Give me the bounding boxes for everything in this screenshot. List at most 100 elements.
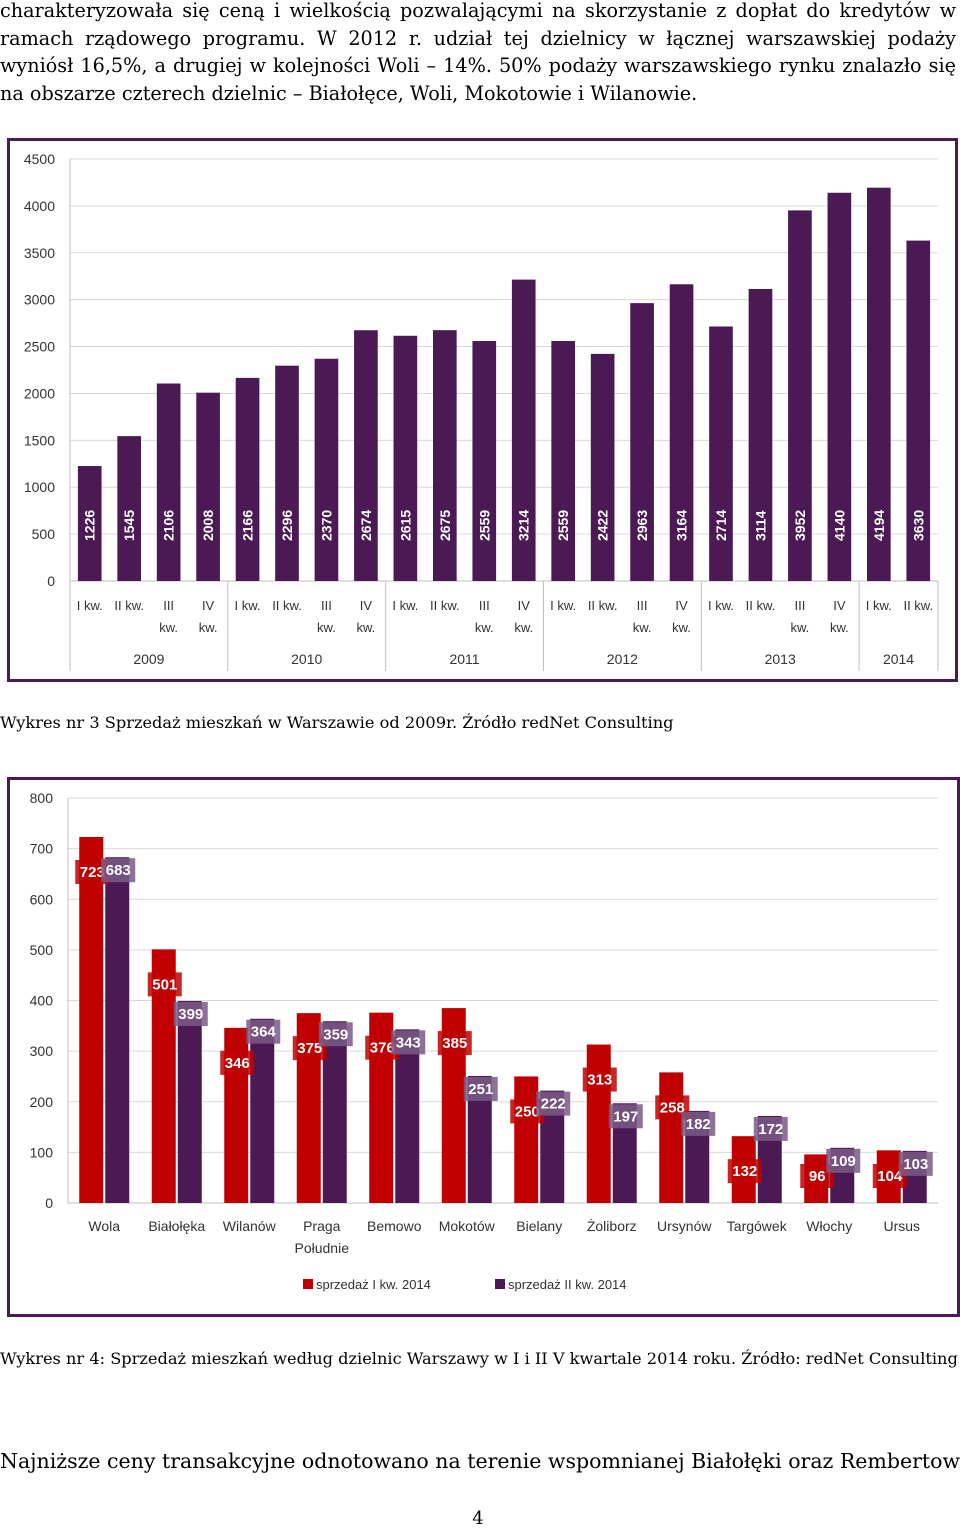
- year-label: 2009: [133, 651, 164, 667]
- data-label-bg-q1: [437, 1031, 472, 1056]
- y-tick-label: 300: [30, 1043, 54, 1059]
- y-tick-label: 1500: [24, 432, 55, 448]
- x-tick-label: kw.: [830, 620, 849, 635]
- x-tick-label: IV: [675, 598, 688, 613]
- data-label-bg-q2: [536, 1091, 571, 1116]
- x-tick-label: kw.: [514, 620, 533, 635]
- y-tick-label: 400: [30, 993, 54, 1009]
- data-label-q2: 103: [903, 1156, 928, 1173]
- x-tick-label: I kw.: [708, 598, 734, 613]
- data-label-q1: 258: [660, 1099, 685, 1116]
- x-tick-label: kw.: [159, 620, 178, 635]
- data-label: 2106: [161, 510, 177, 541]
- y-tick-label: 0: [47, 573, 55, 589]
- chart-sales-by-district: 0 100 200 300 400 500 600 700 800 723 683 Wola 501 39…: [7, 777, 960, 1317]
- chart-frame: [7, 777, 960, 1317]
- data-label: 4140: [831, 510, 847, 541]
- y-tick-label: 600: [30, 891, 54, 907]
- data-label-q2: 343: [396, 1034, 421, 1051]
- data-label-q2: 182: [686, 1116, 711, 1133]
- data-label: 2675: [437, 510, 453, 541]
- x-tick-label: kw.: [633, 620, 652, 635]
- y-tick-label: 4500: [24, 151, 55, 167]
- data-label: 2714: [713, 510, 729, 541]
- data-label: 1545: [121, 510, 137, 541]
- x-tick-label: Południe: [295, 1240, 350, 1256]
- data-label-q1: 375: [297, 1040, 322, 1057]
- bar: [235, 377, 260, 581]
- data-label: 2008: [200, 510, 216, 541]
- y-tick-label: 2000: [24, 385, 55, 401]
- data-label-q1: 501: [152, 976, 177, 993]
- bar-q2: [250, 1018, 275, 1203]
- x-tick-label: II kw.: [903, 598, 933, 613]
- bar-q1: [79, 836, 104, 1203]
- bar: [866, 187, 891, 582]
- data-label-bg-q1: [582, 1067, 617, 1092]
- x-tick-label: I kw.: [392, 598, 418, 613]
- y-tick-label: 800: [30, 790, 54, 806]
- data-label-q1: 376: [370, 1040, 395, 1057]
- x-tick-label: II kw.: [272, 598, 302, 613]
- bar: [590, 353, 615, 581]
- y-tick-label: 500: [32, 526, 56, 542]
- data-label: 4194: [871, 510, 887, 541]
- bar: [709, 326, 733, 581]
- data-label: 2559: [476, 510, 492, 541]
- x-tick-label: III: [321, 598, 332, 613]
- data-label-q1: 723: [80, 864, 105, 881]
- bar-q2: [177, 1001, 202, 1203]
- intro-paragraph: charakteryzowała się ceną i wielkością p…: [0, 0, 956, 105]
- x-tick-label: kw.: [357, 620, 376, 635]
- x-tick-label: kw.: [199, 620, 218, 635]
- bar: [551, 341, 576, 581]
- x-tick-label: kw.: [672, 620, 691, 635]
- x-tick-label: II kw.: [430, 598, 460, 613]
- data-label: 2674: [358, 510, 374, 541]
- data-label-q2: 172: [758, 1121, 783, 1138]
- caption-chart-3: Wykres nr 3 Sprzedaż mieszkań w Warszawi…: [0, 713, 674, 732]
- data-label: 1226: [82, 510, 98, 541]
- y-tick-label: 3000: [24, 292, 55, 308]
- page-number: 4: [472, 1508, 484, 1529]
- x-tick-label: Bielany: [516, 1218, 562, 1234]
- x-tick-label: III: [479, 598, 490, 613]
- data-label-bg-q2: [101, 858, 136, 883]
- caption-chart-4: Wykres nr 4: Sprzedaż mieszkań według dz…: [0, 1349, 958, 1368]
- year-label: 2012: [607, 651, 638, 667]
- data-label-bg-q2: [681, 1111, 716, 1136]
- data-label: 2422: [595, 510, 611, 541]
- x-tick-label: Mokotów: [439, 1218, 496, 1234]
- chart-1-svg: 0 500 1000 1500 2000 2500 3000 3500 4000 4500 1226…: [7, 138, 958, 682]
- legend-swatch-q1: [303, 1279, 313, 1289]
- year-label: 2013: [765, 651, 796, 667]
- bar: [630, 303, 654, 581]
- y-tick-label: 0: [45, 1195, 53, 1211]
- data-label-q2: 399: [178, 1006, 203, 1023]
- data-label-bg-q2: [391, 1030, 426, 1055]
- data-label-q2: 197: [613, 1108, 638, 1125]
- data-label-q1: 250: [515, 1103, 540, 1120]
- x-tick-label: III: [637, 598, 648, 613]
- data-label-q2: 251: [468, 1081, 493, 1098]
- x-tick-label: Wilanów: [223, 1218, 277, 1234]
- x-tick-label: I kw.: [235, 598, 261, 613]
- y-tick-label: 1000: [24, 479, 55, 495]
- x-tick-label: Włochy: [806, 1218, 852, 1234]
- data-label: 3114: [752, 510, 768, 541]
- x-tick-label: kw.: [475, 620, 494, 635]
- bar: [906, 240, 931, 581]
- bar-q1: [514, 1076, 539, 1203]
- bar: [77, 466, 102, 581]
- bar: [669, 284, 694, 581]
- data-label-q1: 346: [225, 1055, 250, 1072]
- data-label-bg-q2: [608, 1104, 643, 1129]
- x-tick-label: Wola: [88, 1218, 120, 1234]
- x-tick-label: IV: [518, 598, 531, 613]
- y-tick-label: 2500: [24, 339, 55, 355]
- x-tick-label: III: [163, 598, 174, 613]
- bar: [511, 279, 536, 581]
- x-tick-label: Ursynów: [657, 1218, 712, 1234]
- data-label-q1: 132: [732, 1163, 757, 1180]
- data-label-bg-q2: [826, 1148, 861, 1173]
